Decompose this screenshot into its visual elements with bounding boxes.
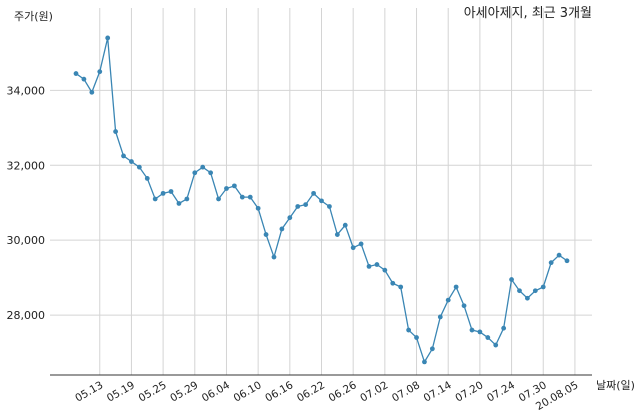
x-tick-label: 06.04 — [200, 379, 232, 405]
data-point — [73, 71, 79, 76]
data-point — [144, 175, 150, 181]
data-point — [556, 252, 562, 258]
data-point — [382, 267, 388, 273]
x-tick-label: 05.13 — [73, 379, 105, 404]
data-point — [509, 277, 514, 282]
data-point — [390, 280, 396, 286]
x-tick-label: 05.29 — [168, 379, 200, 404]
data-point — [168, 189, 174, 194]
data-point — [231, 183, 237, 189]
x-tick-label: 07.24 — [485, 379, 517, 405]
data-point — [255, 205, 261, 211]
data-point — [152, 196, 158, 202]
x-axis-label: 날짜(일) — [596, 378, 635, 392]
x-tick-label: 06.22 — [295, 379, 327, 404]
data-point — [105, 35, 111, 41]
data-point — [239, 194, 245, 200]
data-point — [319, 198, 324, 204]
data-point — [89, 89, 95, 95]
x-tick-label: 07.20 — [453, 379, 485, 404]
x-tick-label: 06.16 — [263, 379, 295, 405]
data-point — [414, 335, 419, 340]
data-point — [192, 170, 198, 176]
data-point — [342, 222, 348, 228]
data-point — [121, 153, 126, 159]
data-point — [358, 241, 364, 247]
data-point — [200, 164, 206, 170]
data-point — [429, 346, 435, 352]
data-point — [540, 284, 546, 290]
data-point — [271, 254, 277, 260]
data-point — [129, 159, 134, 164]
data-point — [287, 215, 293, 221]
data-point — [176, 201, 182, 206]
y-tick-label: 34,000 — [7, 84, 46, 97]
y-tick-label: 30,000 — [7, 234, 46, 247]
data-point — [311, 190, 316, 196]
data-point — [136, 164, 142, 170]
data-point — [81, 76, 87, 82]
data-point — [303, 202, 309, 208]
data-point — [350, 245, 356, 251]
data-point — [493, 342, 499, 348]
x-tick-label: 05.19 — [105, 379, 137, 404]
data-point — [216, 196, 221, 202]
data-point — [445, 297, 451, 303]
y-axis-label: 주가(원) — [14, 10, 53, 23]
data-point — [461, 303, 467, 309]
data-point — [517, 288, 522, 294]
y-tick-label: 32,000 — [7, 159, 46, 172]
x-tick-labels: 05.13 05.19 05.25 05.29 06.04 06.10 06.16 06.22… — [73, 379, 580, 413]
data-point — [224, 186, 229, 191]
data-point — [406, 327, 412, 333]
data-point — [437, 314, 443, 320]
series-points — [73, 35, 570, 365]
grid-lines — [50, 8, 592, 375]
data-point — [501, 325, 507, 331]
x-tick-label: 07.02 — [358, 379, 390, 404]
data-point — [279, 226, 285, 232]
data-point — [525, 295, 530, 301]
data-point — [208, 170, 214, 176]
data-point — [532, 288, 538, 294]
data-point — [366, 264, 372, 269]
data-point — [334, 232, 340, 237]
data-point — [469, 327, 475, 333]
data-point — [398, 284, 404, 290]
data-point — [97, 69, 103, 75]
data-point — [422, 359, 427, 365]
data-point — [485, 335, 491, 340]
data-point — [247, 194, 253, 200]
data-point — [327, 204, 332, 209]
data-point — [263, 232, 269, 237]
data-point — [564, 258, 570, 264]
data-point — [548, 260, 554, 266]
chart-title: 아세아제지, 최근 3개월 — [464, 6, 592, 21]
y-tick-labels: 28,000 30,000 32,000 34,000 — [7, 84, 46, 322]
x-tick-label: 06.26 — [327, 379, 359, 405]
y-tick-label: 28,000 — [7, 309, 46, 322]
data-point — [113, 129, 118, 134]
data-point — [453, 284, 459, 290]
x-tick-label: 07.08 — [390, 379, 422, 404]
data-point — [295, 204, 301, 209]
data-point — [374, 262, 380, 267]
data-point — [477, 329, 483, 335]
x-tick-label: 05.25 — [137, 379, 169, 404]
data-point — [160, 190, 166, 196]
data-point — [184, 196, 190, 202]
x-tick-label: 07.14 — [422, 379, 454, 405]
x-tick-label: 06.10 — [232, 379, 264, 404]
